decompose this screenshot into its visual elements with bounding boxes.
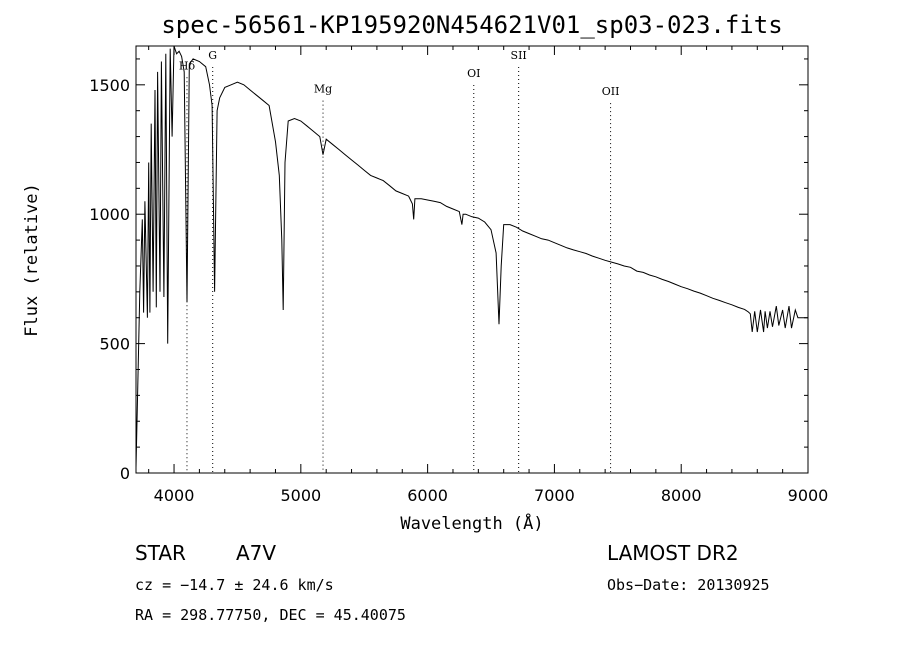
x-tick-label: 4000 xyxy=(154,486,195,505)
chart-title: spec-56561-KP195920N454621V01_sp03-023.f… xyxy=(161,11,782,39)
line-label: OII xyxy=(602,85,620,98)
y-tick-label: 0 xyxy=(120,464,130,483)
line-label: Mg xyxy=(314,83,332,96)
x-axis-label: Wavelength (Å) xyxy=(400,512,543,534)
line-label: G xyxy=(208,49,217,62)
x-tick-label: 6000 xyxy=(407,486,448,505)
observation-date: Obs−Date: 20130925 xyxy=(607,576,770,594)
sky-coordinates: RA = 298.77750, DEC = 45.40075 xyxy=(135,606,406,624)
y-tick-label: 500 xyxy=(99,335,130,354)
spectral-line-labels: Hδ G Mg OI SII OII xyxy=(179,49,620,98)
line-label: SII xyxy=(511,49,527,62)
survey-name: LAMOST DR2 xyxy=(607,541,739,565)
spectral-line-markers xyxy=(186,66,612,473)
y-axis-label: Flux (relative) xyxy=(22,183,42,337)
spectrum-line xyxy=(135,45,808,468)
x-axis-ticks: 4000 5000 6000 7000 8000 9000 xyxy=(148,46,829,505)
line-label: Hδ xyxy=(179,59,196,72)
y-tick-label: 1500 xyxy=(89,76,130,95)
x-tick-label: 9000 xyxy=(788,486,829,505)
redshift-velocity: cz = −14.7 ± 24.6 km/s xyxy=(135,576,334,594)
line-label: OI xyxy=(467,67,480,80)
x-tick-label: 8000 xyxy=(661,486,702,505)
object-subclass: A7V xyxy=(236,541,276,565)
y-axis-ticks: 0 500 1000 1500 xyxy=(89,58,808,483)
y-tick-label: 1000 xyxy=(89,205,130,224)
x-tick-label: 5000 xyxy=(280,486,321,505)
plot-area xyxy=(135,45,809,474)
x-tick-label: 7000 xyxy=(534,486,575,505)
object-class: STAR xyxy=(135,541,186,565)
plot-border xyxy=(135,45,809,474)
